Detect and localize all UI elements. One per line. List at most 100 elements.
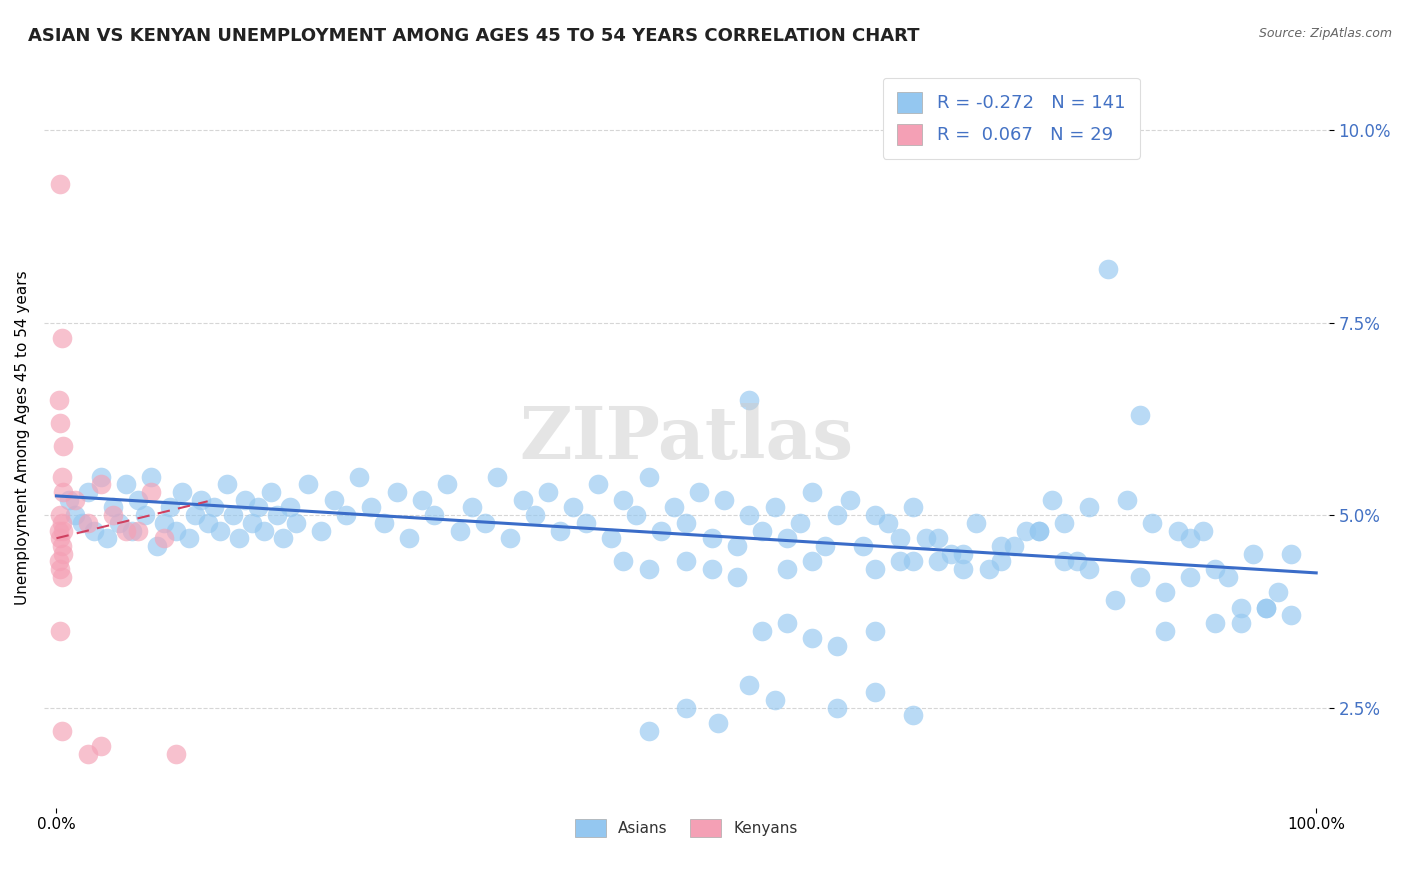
Point <box>738 508 761 523</box>
Point <box>1097 261 1119 276</box>
Point <box>49 177 72 191</box>
Point <box>927 531 949 545</box>
Point <box>725 570 748 584</box>
Text: Source: ZipAtlas.com: Source: ZipAtlas.com <box>1258 27 1392 40</box>
Point <box>398 531 420 545</box>
Point <box>77 516 100 530</box>
Point <box>725 539 748 553</box>
Point <box>1180 531 1202 545</box>
Point <box>901 708 924 723</box>
Point <box>90 469 112 483</box>
Point <box>202 500 225 515</box>
Point <box>51 570 73 584</box>
Point <box>1167 524 1189 538</box>
Point <box>827 639 849 653</box>
Point <box>215 477 238 491</box>
Point <box>1078 562 1101 576</box>
Point <box>49 508 72 523</box>
Point <box>184 508 207 523</box>
Point <box>1040 492 1063 507</box>
Point <box>48 524 70 538</box>
Point <box>77 747 100 761</box>
Point <box>952 562 974 576</box>
Point <box>423 508 446 523</box>
Point <box>411 492 433 507</box>
Point <box>637 469 659 483</box>
Point <box>738 677 761 691</box>
Point <box>51 539 73 553</box>
Point <box>914 531 936 545</box>
Point <box>751 524 773 538</box>
Point <box>48 392 70 407</box>
Point <box>865 508 887 523</box>
Point <box>524 508 547 523</box>
Point <box>801 485 824 500</box>
Point <box>537 485 560 500</box>
Point <box>1279 547 1302 561</box>
Point <box>436 477 458 491</box>
Point <box>688 485 710 500</box>
Point <box>624 508 647 523</box>
Point <box>52 524 75 538</box>
Point <box>177 531 200 545</box>
Point <box>675 516 697 530</box>
Point <box>1104 592 1126 607</box>
Point <box>139 469 162 483</box>
Point <box>776 531 799 545</box>
Point <box>499 531 522 545</box>
Point <box>562 500 585 515</box>
Point <box>51 516 73 530</box>
Point <box>474 516 496 530</box>
Point <box>49 531 72 545</box>
Point <box>360 500 382 515</box>
Point <box>373 516 395 530</box>
Point <box>550 524 572 538</box>
Point <box>49 416 72 430</box>
Point <box>77 485 100 500</box>
Point <box>599 531 621 545</box>
Y-axis label: Unemployment Among Ages 45 to 54 years: Unemployment Among Ages 45 to 54 years <box>15 271 30 606</box>
Point <box>247 500 270 515</box>
Point <box>222 508 245 523</box>
Point <box>1154 624 1177 638</box>
Point <box>1028 524 1050 538</box>
Point <box>159 500 181 515</box>
Text: ZIPatlas: ZIPatlas <box>519 402 853 474</box>
Point <box>228 531 250 545</box>
Point <box>827 700 849 714</box>
Point <box>49 624 72 638</box>
Point <box>1116 492 1139 507</box>
Point <box>1216 570 1239 584</box>
Point <box>96 531 118 545</box>
Point <box>586 477 609 491</box>
Point <box>865 562 887 576</box>
Point <box>266 508 288 523</box>
Point <box>165 524 187 538</box>
Point <box>1015 524 1038 538</box>
Point <box>1142 516 1164 530</box>
Point <box>127 524 149 538</box>
Point <box>1028 524 1050 538</box>
Point <box>852 539 875 553</box>
Point <box>1180 570 1202 584</box>
Point <box>121 524 143 538</box>
Point <box>1267 585 1289 599</box>
Point <box>70 516 93 530</box>
Point <box>901 554 924 568</box>
Point <box>101 500 124 515</box>
Point <box>190 492 212 507</box>
Point <box>1241 547 1264 561</box>
Point <box>1053 516 1076 530</box>
Point <box>134 508 156 523</box>
Point <box>52 547 75 561</box>
Point <box>51 469 73 483</box>
Point <box>814 539 837 553</box>
Point <box>990 539 1012 553</box>
Point <box>801 632 824 646</box>
Point <box>65 508 87 523</box>
Point <box>1254 600 1277 615</box>
Point <box>763 693 786 707</box>
Point <box>49 562 72 576</box>
Point <box>1053 554 1076 568</box>
Point <box>297 477 319 491</box>
